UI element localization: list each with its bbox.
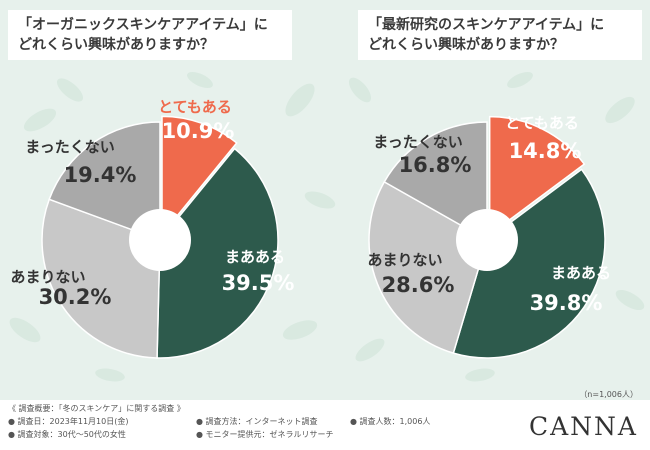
question-2-line-2: どれくらい興味がありますか？ xyxy=(368,37,564,53)
slice-value-amari: 30.2% xyxy=(39,285,112,309)
slice-value-mattaku: 19.4% xyxy=(64,163,137,187)
pie-charts: とてもある10.9%まあある39.5%あまりない30.2%まったくない19.4%… xyxy=(10,98,611,359)
pie-slice-mattaku xyxy=(383,121,488,242)
pie-slice-amari xyxy=(368,180,488,355)
question-1-line-2: どれくらい興味がありますか？ xyxy=(18,37,214,53)
sample-size-note: （n=1,006人） xyxy=(579,390,638,399)
footer-overview: 《 調査概要：「冬のスキンケア」に関する調査 》 xyxy=(8,404,185,413)
slice-label-totemo: とてもある xyxy=(158,98,232,116)
footer-provider: ● モニター提供元：ゼネラルリサーチ xyxy=(196,430,334,439)
donut-hole xyxy=(129,209,191,271)
slice-label-maa: まあある xyxy=(225,248,285,266)
pie-slice-mattaku xyxy=(48,121,161,242)
question-2-line-1: 「最新研究のスキンケアアイテム」に xyxy=(368,17,605,33)
survey-footer xyxy=(0,400,650,450)
pie-slice-totemo xyxy=(488,115,586,237)
slice-label-maa: まあある xyxy=(551,264,611,282)
slice-label-amari: あまりない xyxy=(10,268,85,286)
pie-slice-maa xyxy=(452,168,606,359)
footer-count: ● 調査人数：1,006人 xyxy=(350,417,431,426)
donut-hole xyxy=(456,209,518,271)
footer-date: ● 調査日：2023年11月10日(金) xyxy=(8,417,129,426)
pie-slice-maa xyxy=(156,147,279,359)
footer-target: ● 調査対象：30代～50代の女性 xyxy=(8,430,126,439)
question-box-1: 「オーガニックスキンケアアイテム」に どれくらい興味がありますか？ xyxy=(8,10,292,60)
slice-value-totemo: 10.9% xyxy=(162,119,235,143)
slice-value-maa: 39.5% xyxy=(222,271,295,295)
slice-value-amari: 28.6% xyxy=(382,273,455,297)
pie-slice-totemo xyxy=(161,115,238,237)
question-box-2: 「最新研究のスキンケアアイテム」に どれくらい興味がありますか？ xyxy=(358,10,642,60)
slice-label-amari: あまりない xyxy=(367,251,442,269)
slice-label-totemo: とてもある xyxy=(505,114,579,132)
slice-value-mattaku: 16.8% xyxy=(399,153,472,177)
slice-value-maa: 39.8% xyxy=(530,291,603,315)
canna-logo: CANNA xyxy=(529,412,638,441)
pie-chart-2: とてもある 14.8% まあある 39.8% あまりない 28.6% まったくない 16.8% xyxy=(367,114,611,359)
slice-value-totemo: 14.8% xyxy=(509,139,582,163)
slice-label-mattaku: まったくない xyxy=(373,133,462,151)
question-1-line-1: 「オーガニックスキンケアアイテム」に xyxy=(18,17,268,33)
footer-method: ● 調査方法：インターネット調査 xyxy=(196,417,318,426)
slice-label-mattaku: まったくない xyxy=(25,138,114,156)
